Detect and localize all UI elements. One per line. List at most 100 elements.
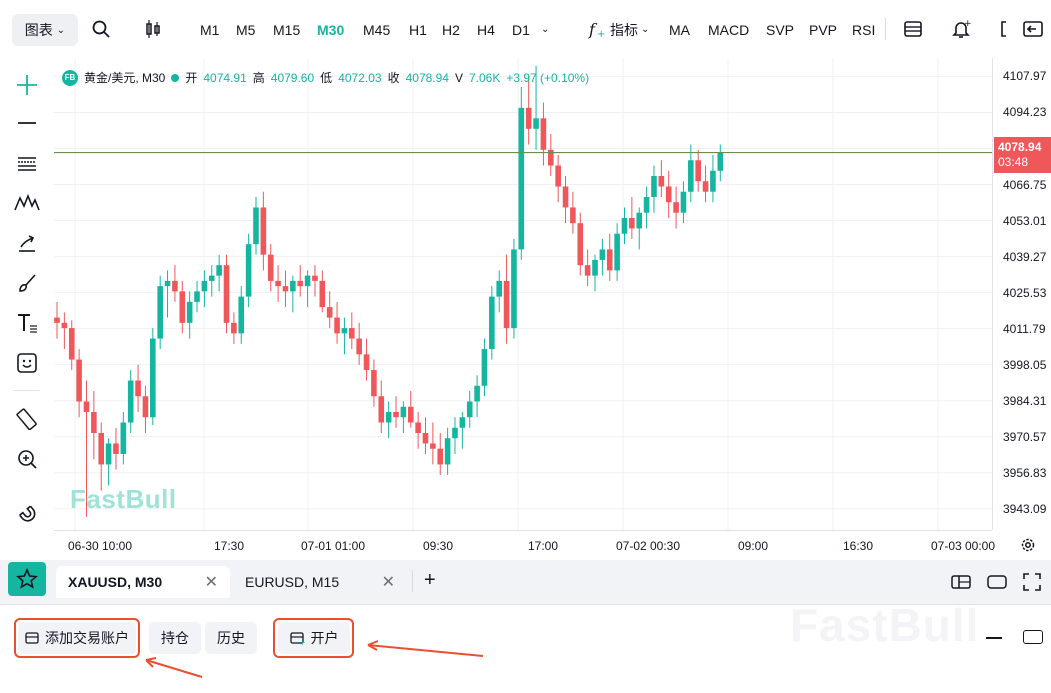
add-trading-account-button[interactable]: 添加交易账户 [18,622,136,654]
close-tab-icon[interactable]: ✕ [381,574,395,591]
highlight-box [14,618,140,658]
close-tab-icon[interactable]: ✕ [204,574,218,591]
indicator-pvp[interactable]: PVP [809,22,838,38]
time-tick-label: 07-03 00:00 [930,539,996,553]
expand-icon[interactable] [1022,572,1042,597]
candle-body [378,396,385,423]
timeframe-d1[interactable]: D1 [512,22,530,38]
toolbar-divider [885,18,886,40]
positions-button[interactable]: 持仓 [149,622,201,654]
candle-body [120,422,127,454]
zoom-in-icon[interactable] [12,444,42,474]
chart-type-dropdown[interactable]: 图表 ⌄ [12,14,78,46]
highlight-box [273,618,354,658]
candle-body [651,176,657,197]
candlestick-chart[interactable] [54,58,992,530]
timeframe-m15[interactable]: M15 [273,22,301,38]
time-tick-label: 06-30 10:00 [67,539,133,553]
exit-fullscreen-icon[interactable] [1020,16,1046,42]
candle-body [695,160,701,182]
time-axis[interactable]: 06-30 10:00 17:30 07-01 01:00 09:30 17:00 07-… [54,530,996,560]
tab-xauusd-m30[interactable]: XAUUSD, M30 ✕ [56,566,230,598]
brush-icon[interactable] [12,268,42,298]
timeframe-h1[interactable]: H1 [409,22,427,38]
candle-body [91,412,97,433]
candle-body [179,291,186,323]
indicator-rsi[interactable]: RSI [852,22,876,38]
candle-body [437,448,444,465]
indicator-fx-icon[interactable]: f + [584,16,610,42]
open-label: 开 [185,71,198,85]
add-tab-button[interactable]: + [424,569,436,591]
close-label: 收 [387,71,400,85]
candle-body [341,328,348,334]
crosshair-icon[interactable] [12,70,42,100]
chevron-down-icon: ⌄ [641,24,650,35]
candle-body [665,186,672,203]
candle-body [658,176,665,187]
watchlist-star-button[interactable] [8,562,46,596]
search-icon[interactable] [88,16,114,42]
emoji-sticker-icon[interactable] [12,348,42,378]
candle-body [186,301,193,323]
chevron-down-icon: ⌄ [56,24,66,36]
symbol-name[interactable]: 黄金/美元, M30 [84,71,166,85]
candle-body [444,438,451,465]
timeframe-more-chevron-icon[interactable]: ⌄ [541,24,550,35]
tab-eurusd-m15[interactable]: EURUSD, M15 ✕ [233,566,407,598]
candle-body [643,196,650,213]
text-tool-icon[interactable] [12,308,42,338]
history-button[interactable]: 历史 [205,622,257,654]
projection-arrow-icon[interactable] [12,228,42,258]
minimize-panel-icon[interactable] [986,637,1002,639]
candle-body [385,412,392,423]
undo-bracket-icon[interactable] [996,16,1010,42]
horizontal-lines-icon[interactable] [12,148,42,178]
tab-label: EURUSD, M15 [245,574,340,590]
timeframe-h4[interactable]: H4 [477,22,495,38]
candle-body [105,443,112,465]
timeframe-m5[interactable]: M5 [236,22,256,38]
timeframe-m30[interactable]: M30 [317,22,345,38]
candle-body [393,412,399,418]
candle-body [76,359,82,402]
timeframe-m1[interactable]: M1 [200,22,220,38]
timeframe-m45[interactable]: M45 [363,22,391,38]
indicators-button[interactable]: 指标 [610,22,638,38]
candle-body [430,443,436,449]
maximize-panel-icon[interactable] [1023,630,1043,644]
price-axis[interactable]: 4107.974094.234080.494066.754053.014039.… [992,58,1051,530]
candle-body [688,160,694,192]
split-layout-icon[interactable] [951,573,971,596]
timeframe-h2[interactable]: H2 [442,22,460,38]
time-tick-label: 17:30 [213,539,245,553]
candle-body [334,317,340,334]
open-account-label: 开户 [310,630,339,646]
magnet-icon[interactable] [12,498,42,528]
indicator-macd[interactable]: MACD [708,22,750,38]
candle-body [629,217,635,229]
trend-line-icon[interactable] [12,108,42,138]
open-account-button[interactable]: + 开户 [278,622,350,654]
candle-body [599,249,606,260]
pattern-wave-icon[interactable] [12,188,42,218]
svg-text:+: + [964,19,972,29]
price-tick-label: 4066.75 [1003,177,1047,192]
candle-body [555,165,561,187]
symbol-badge: FB [62,69,78,86]
candle-body [238,296,245,334]
chart-settings-gear-icon[interactable] [1019,536,1037,554]
current-price-tag: 4078.94 03:48 [994,137,1051,173]
alert-bell-icon[interactable]: + [948,16,974,42]
indicator-svp[interactable]: SVP [766,22,795,38]
ruler-measure-icon[interactable] [12,404,42,434]
candle-body [584,265,591,276]
single-layout-icon[interactable] [987,573,1007,596]
layout-template-icon[interactable] [900,16,926,42]
candles-style-icon[interactable] [140,16,166,42]
indicator-ma[interactable]: MA [669,22,690,38]
candle-body [260,207,267,255]
candle-body [349,328,355,339]
candle-body [466,401,473,418]
price-tick-label: 4025.53 [1003,285,1047,300]
